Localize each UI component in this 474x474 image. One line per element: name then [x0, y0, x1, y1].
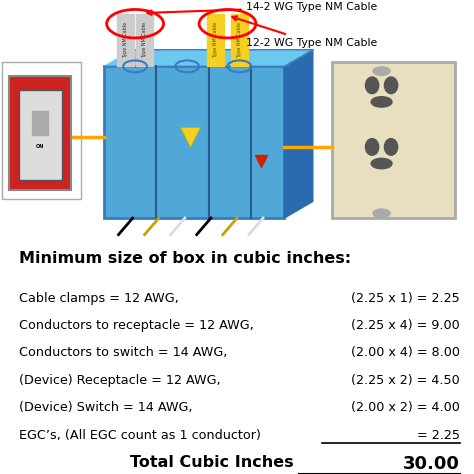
Ellipse shape [384, 138, 398, 155]
Text: (2.25 x 2) = 4.50: (2.25 x 2) = 4.50 [351, 374, 460, 387]
Text: Cable clamps = 12 AWG,: Cable clamps = 12 AWG, [19, 292, 179, 304]
Ellipse shape [365, 77, 379, 94]
Text: (Device) Receptacle = 12 AWG,: (Device) Receptacle = 12 AWG, [19, 374, 220, 387]
Text: EGC’s, (All EGC count as 1 conductor): EGC’s, (All EGC count as 1 conductor) [19, 429, 261, 442]
Text: Conductors to receptacle = 12 AWG,: Conductors to receptacle = 12 AWG, [19, 319, 254, 332]
Text: (2.00 x 4) = 8.00: (2.00 x 4) = 8.00 [351, 346, 460, 359]
Bar [19, 90, 62, 180]
Bar [9, 76, 71, 190]
Bar [104, 66, 284, 218]
Polygon shape [284, 50, 313, 218]
Text: Total Cubic Inches: Total Cubic Inches [130, 455, 294, 470]
Bar [231, 14, 248, 66]
Text: Type NM Cable: Type NM Cable [213, 22, 218, 58]
Text: Conductors to switch = 14 AWG,: Conductors to switch = 14 AWG, [19, 346, 228, 359]
Circle shape [371, 158, 392, 169]
Polygon shape [104, 50, 313, 66]
Bar [32, 111, 48, 135]
Text: Minimum size of box in cubic inches:: Minimum size of box in cubic inches: [19, 251, 351, 266]
Text: Type NM Cable: Type NM Cable [123, 22, 128, 58]
Text: OFF: OFF [35, 116, 46, 121]
Text: (2.25 x 1) = 2.25: (2.25 x 1) = 2.25 [351, 292, 460, 304]
Text: 14-2 WG Type NM Cable: 14-2 WG Type NM Cable [147, 2, 378, 15]
Bar [207, 14, 224, 66]
Bar [332, 62, 455, 218]
Bar [136, 14, 153, 66]
Text: (Device) Switch = 14 AWG,: (Device) Switch = 14 AWG, [19, 401, 192, 414]
Text: 30.00: 30.00 [403, 455, 460, 473]
Text: = 2.25: = 2.25 [417, 429, 460, 442]
Text: ON: ON [36, 145, 45, 149]
Circle shape [373, 209, 390, 218]
Text: 12-2 WG Type NM Cable: 12-2 WG Type NM Cable [232, 16, 378, 48]
Text: Type NM Cable: Type NM Cable [237, 22, 242, 58]
Bar [2, 62, 81, 199]
Circle shape [371, 97, 392, 107]
Ellipse shape [384, 77, 398, 94]
Bar [117, 14, 134, 66]
Ellipse shape [365, 138, 379, 155]
Circle shape [373, 67, 390, 75]
Text: Type NM Cable: Type NM Cable [142, 22, 147, 58]
Text: (2.25 x 4) = 9.00: (2.25 x 4) = 9.00 [351, 319, 460, 332]
Text: (2.00 x 2) = 4.00: (2.00 x 2) = 4.00 [351, 401, 460, 414]
